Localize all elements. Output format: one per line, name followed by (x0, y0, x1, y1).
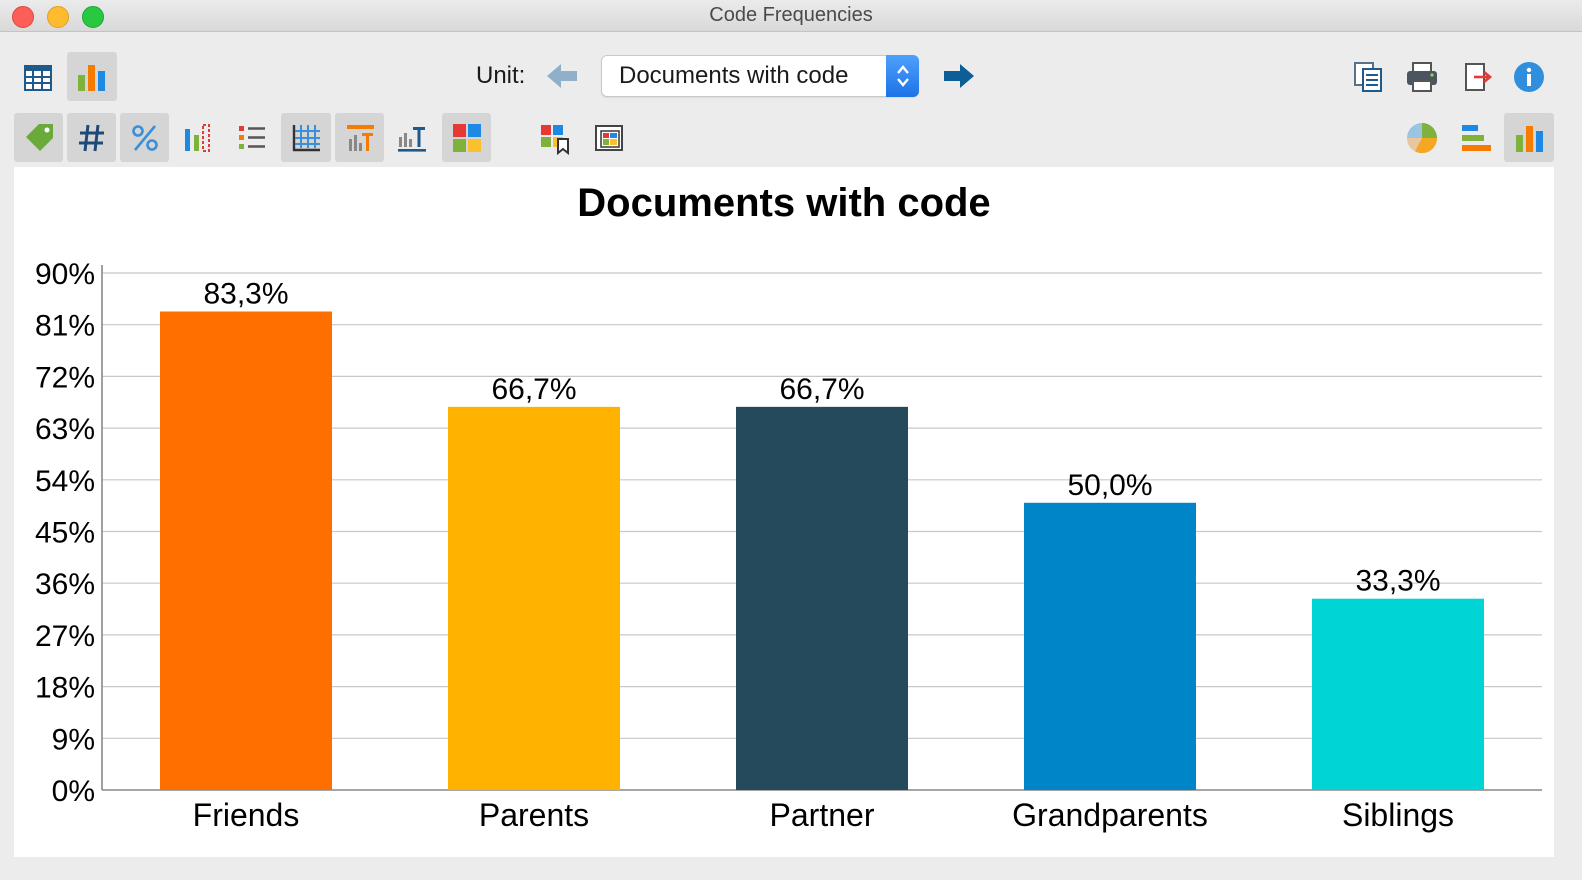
y-tick-label: 90% (35, 258, 95, 291)
chart-view-icon[interactable] (67, 52, 117, 101)
next-unit-arrow-icon[interactable] (940, 58, 978, 94)
y-tick-label: 9% (52, 723, 95, 756)
unit-select[interactable]: Documents with code (601, 55, 919, 97)
close-window-button[interactable] (12, 6, 34, 28)
x-category-label: Parents (479, 797, 589, 833)
zoom-window-button[interactable] (82, 6, 104, 28)
horizontal-bar-icon[interactable] (1454, 116, 1498, 160)
bar-chart: 0% 9% 18% 27% 36% 45% 54% 63% 72% 81% 90% 83,3% Frie… (35, 258, 1542, 833)
bar (1312, 598, 1484, 790)
y-tick-label: 63% (35, 413, 95, 446)
bar (160, 311, 332, 790)
x-category-label: Partner (770, 797, 875, 833)
bar (1024, 502, 1196, 790)
bar (448, 406, 620, 790)
axis-label-icon[interactable] (390, 116, 434, 160)
grid-icon[interactable] (281, 113, 331, 162)
y-tick-label: 45% (35, 517, 95, 550)
bar-value-label: 83,3% (203, 277, 288, 310)
export-icon[interactable] (1456, 56, 1500, 98)
y-tick-label: 81% (35, 310, 95, 343)
window-title: Code Frequencies (709, 4, 873, 26)
y-tick-label: 27% (35, 620, 95, 653)
minimize-window-button[interactable] (47, 6, 69, 28)
unit-label: Unit: (476, 62, 526, 89)
bar (736, 406, 908, 790)
hash-icon[interactable] (67, 113, 116, 162)
bar-value-label: 66,7% (779, 373, 864, 406)
print-icon[interactable] (1400, 56, 1444, 98)
y-tick-label: 0% (52, 775, 95, 808)
list-icon[interactable] (230, 116, 274, 160)
bar-value-label: 33,3% (1355, 565, 1440, 598)
chart-options-icon[interactable] (176, 116, 220, 160)
x-category-label: Siblings (1342, 797, 1454, 833)
legend-icon[interactable] (532, 116, 576, 160)
chart-title: Documents with code (577, 181, 991, 225)
y-tick-label: 72% (35, 361, 95, 394)
info-icon[interactable] (1508, 56, 1550, 98)
select-stepper-icon[interactable] (886, 55, 919, 97)
title-icon[interactable] (335, 113, 384, 162)
color-palette-icon[interactable] (442, 113, 491, 162)
bar-value-label: 50,0% (1067, 469, 1152, 502)
chart-panel: Documents with code 0% 9% 18% 27% 36% 45% 54% 6… (14, 167, 1554, 857)
previous-unit-arrow-icon[interactable] (543, 58, 581, 94)
percent-icon[interactable] (120, 113, 169, 162)
copy-icon[interactable] (1346, 56, 1390, 98)
pie-chart-icon[interactable] (1400, 116, 1444, 160)
y-tick-label: 36% (35, 568, 95, 601)
y-tick-label: 54% (35, 465, 95, 498)
bar-value-label: 66,7% (491, 373, 576, 406)
unit-select-value: Documents with code (619, 62, 849, 89)
vertical-bar-icon[interactable] (1504, 113, 1554, 162)
x-category-label: Friends (193, 797, 300, 833)
frame-icon[interactable] (588, 116, 632, 160)
tag-icon[interactable] (14, 113, 63, 162)
x-category-label: Grandparents (1012, 797, 1208, 833)
y-tick-label: 18% (35, 672, 95, 705)
table-view-icon[interactable] (16, 56, 60, 100)
title-bar: Code Frequencies (0, 0, 1582, 32)
